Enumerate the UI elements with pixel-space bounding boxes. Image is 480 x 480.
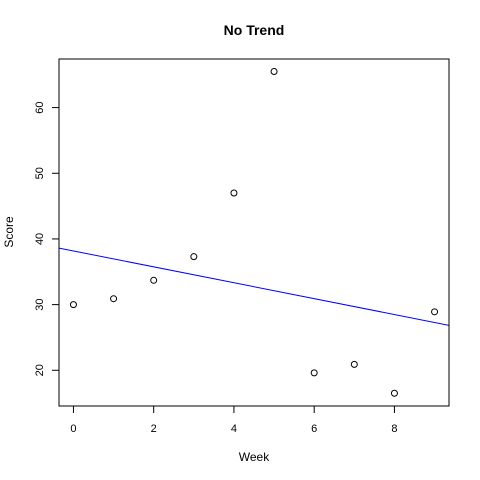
data-point xyxy=(110,295,118,303)
data-point xyxy=(390,389,398,397)
data-point xyxy=(150,276,158,284)
data-point xyxy=(310,369,318,377)
data-point xyxy=(69,301,77,309)
data-point xyxy=(350,360,358,368)
plot-area xyxy=(59,67,449,397)
y-tick-label: 50 xyxy=(34,167,46,179)
x-tick-label: 0 xyxy=(70,423,76,435)
plot-frame xyxy=(58,58,450,407)
x-tick-label: 8 xyxy=(391,423,397,435)
y-tick-label: 30 xyxy=(34,298,46,310)
y-tick-label: 20 xyxy=(34,364,46,376)
trend-line xyxy=(59,247,449,326)
trend-layer xyxy=(59,247,449,326)
data-point xyxy=(230,189,238,197)
chart-title: No Trend xyxy=(224,22,285,38)
x-tick-label: 2 xyxy=(151,423,157,435)
data-point xyxy=(190,253,198,261)
x-tick-label: 4 xyxy=(231,423,237,435)
x-tick-label: 6 xyxy=(311,423,317,435)
points-layer xyxy=(69,67,439,397)
y-axis-label: Score xyxy=(2,216,16,248)
y-tick-label: 60 xyxy=(34,101,46,113)
data-point xyxy=(270,67,278,75)
data-point xyxy=(431,308,439,316)
x-axis-label: Week xyxy=(239,450,270,464)
y-tick-label: 40 xyxy=(34,233,46,245)
